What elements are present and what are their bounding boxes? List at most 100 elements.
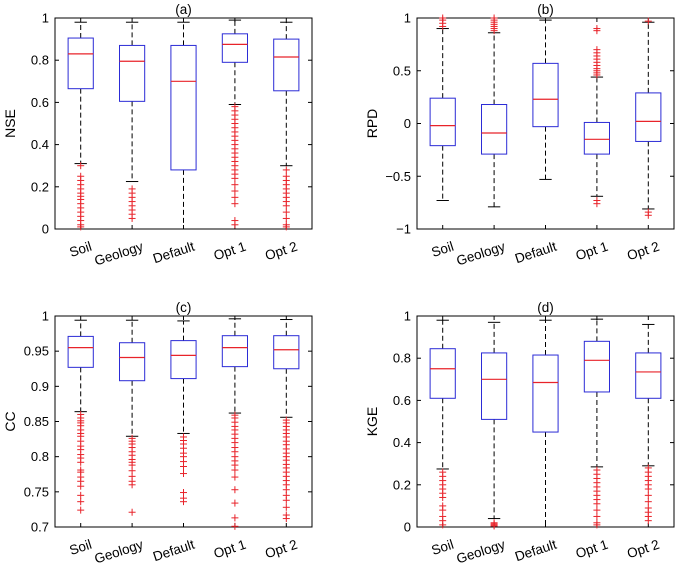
iqr-box bbox=[532, 354, 559, 433]
outlier-point bbox=[282, 515, 290, 523]
box-soil bbox=[429, 319, 456, 529]
outlier-point bbox=[77, 498, 85, 506]
y-tick-label: 0.4 bbox=[31, 137, 49, 152]
outlier-point bbox=[231, 221, 239, 229]
outlier-point bbox=[282, 503, 290, 511]
box-opt-2 bbox=[635, 17, 662, 219]
x-category-label: Default bbox=[151, 239, 197, 267]
outlier-point bbox=[282, 202, 290, 210]
y-axis-title: RPD bbox=[364, 109, 380, 139]
panel-title: (d) bbox=[537, 300, 554, 315]
panel-title: (a) bbox=[175, 2, 192, 17]
x-category-label: Default bbox=[513, 239, 559, 267]
x-category-label: Opt 2 bbox=[625, 239, 661, 263]
outlier-point bbox=[231, 193, 239, 201]
outlier-point bbox=[593, 506, 601, 514]
outlier-point bbox=[282, 214, 290, 222]
y-tick-label: 1 bbox=[404, 309, 411, 324]
outlier-point bbox=[593, 46, 601, 54]
outlier-point bbox=[231, 181, 239, 189]
x-category-label: Geology bbox=[455, 537, 508, 567]
y-tick-label: 0.4 bbox=[393, 435, 411, 450]
x-category-label: Opt 2 bbox=[263, 239, 299, 263]
outlier-point bbox=[282, 166, 290, 174]
iqr-box bbox=[170, 44, 197, 171]
y-tick-label: 0 bbox=[404, 520, 411, 535]
outlier-point bbox=[644, 211, 652, 219]
y-tick-label: 0 bbox=[42, 222, 49, 237]
y-axis-title: KGE bbox=[364, 407, 380, 437]
iqr-box bbox=[119, 342, 146, 382]
outlier-point bbox=[490, 522, 498, 530]
iqr-box bbox=[583, 340, 610, 393]
box-opt-1 bbox=[221, 19, 248, 229]
x-category-label: Default bbox=[151, 537, 197, 565]
x-category-label: Geology bbox=[455, 239, 508, 269]
panel-title: (c) bbox=[176, 300, 192, 315]
iqr-box bbox=[221, 335, 248, 368]
iqr-box bbox=[481, 352, 508, 420]
iqr-box bbox=[221, 33, 248, 63]
x-category-label: Opt 1 bbox=[212, 537, 248, 561]
y-tick-label: 0.85 bbox=[24, 414, 49, 429]
box-geology bbox=[119, 21, 146, 222]
iqr-box bbox=[429, 348, 456, 399]
outlier-point bbox=[180, 470, 187, 478]
plot-area bbox=[416, 315, 675, 528]
box-opt-2 bbox=[273, 21, 300, 231]
box-soil bbox=[429, 14, 456, 202]
y-axis-title: CC bbox=[2, 411, 18, 431]
outlier-point bbox=[644, 17, 652, 25]
outlier-point bbox=[231, 473, 239, 481]
outlier-point bbox=[644, 491, 652, 499]
box-geology bbox=[481, 321, 508, 530]
outlier-point bbox=[231, 174, 239, 182]
x-category-label: Opt 1 bbox=[212, 239, 248, 263]
outlier-point bbox=[644, 517, 652, 525]
outlier-point bbox=[180, 463, 187, 471]
outlier-point bbox=[128, 214, 136, 222]
outlier-point bbox=[282, 496, 290, 504]
iqr-box bbox=[481, 104, 508, 155]
outlier-point bbox=[439, 521, 447, 529]
x-category-label: Default bbox=[513, 537, 559, 565]
box-default bbox=[532, 319, 559, 528]
outlier-point bbox=[77, 162, 85, 170]
y-tick-label: 0.7 bbox=[31, 520, 49, 535]
iqr-box bbox=[583, 121, 610, 155]
iqr-box bbox=[429, 97, 456, 147]
box-opt-2 bbox=[635, 323, 662, 525]
y-tick-label: 1 bbox=[42, 309, 49, 324]
outlier-point bbox=[77, 482, 85, 490]
outlier-point bbox=[77, 491, 85, 499]
outlier-point bbox=[128, 481, 136, 489]
outlier-point bbox=[439, 506, 447, 514]
outlier-point bbox=[77, 223, 85, 231]
iqr-box bbox=[273, 38, 300, 92]
box-opt-1 bbox=[583, 25, 610, 208]
iqr-box bbox=[635, 352, 662, 399]
iqr-box bbox=[273, 335, 300, 370]
y-tick-label: 0.5 bbox=[393, 63, 411, 78]
x-category-label: Opt 2 bbox=[625, 537, 661, 561]
outlier-point bbox=[231, 187, 239, 195]
outlier-point bbox=[644, 498, 652, 506]
box-opt-1 bbox=[221, 318, 248, 530]
box-geology bbox=[481, 14, 508, 208]
outlier-point bbox=[77, 506, 85, 514]
outlier-point bbox=[231, 514, 239, 522]
outlier-point bbox=[231, 499, 239, 507]
y-tick-label: 0 bbox=[404, 116, 411, 131]
iqr-box bbox=[170, 340, 197, 380]
x-category-label: Opt 1 bbox=[574, 537, 610, 561]
box-default bbox=[532, 19, 559, 180]
y-tick-label: −0.5 bbox=[385, 169, 411, 184]
iqr-box bbox=[67, 37, 94, 90]
box-soil bbox=[67, 21, 94, 231]
y-tick-label: 0.8 bbox=[393, 351, 411, 366]
x-category-label: Geology bbox=[93, 239, 146, 269]
outlier-point bbox=[77, 458, 85, 466]
